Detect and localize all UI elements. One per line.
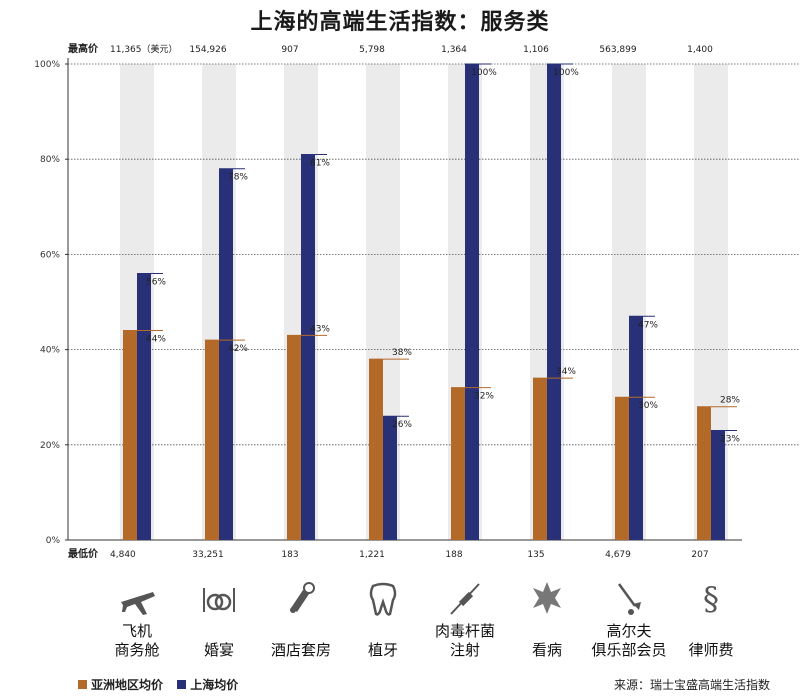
shanghai-value-label: 56%	[146, 277, 166, 287]
bar-asia	[205, 340, 219, 540]
shanghai-value-label: 78%	[228, 173, 248, 183]
y-tick-label: 60%	[40, 250, 60, 260]
bar-shanghai	[629, 316, 643, 540]
asia-value-label: 38%	[392, 348, 412, 358]
category-label: 飞机 商务舱	[114, 622, 160, 659]
asia-value-label: 44%	[146, 335, 166, 345]
legend-item-shanghai: 上海均价	[177, 676, 238, 693]
min-price-value: 4,679	[605, 550, 631, 560]
asia-value-label: 32%	[474, 392, 494, 402]
bar-asia	[451, 387, 465, 540]
section-sign-icon: §	[691, 578, 731, 618]
shanghai-value-label: 100%	[471, 68, 497, 78]
asia-value-label: 42%	[228, 344, 248, 354]
y-tick-label: 20%	[40, 441, 60, 451]
min-price-value: 33,251	[192, 550, 224, 560]
tooth-icon	[363, 578, 403, 618]
bar-shanghai	[137, 273, 151, 540]
bar-asia	[533, 378, 547, 540]
min-price-value: 135	[527, 550, 544, 560]
bar-shanghai	[219, 168, 233, 540]
wedding-rings-icon	[199, 578, 239, 618]
shanghai-value-label: 47%	[638, 320, 658, 330]
svg-text:§: §	[703, 580, 719, 618]
min-price-value: 188	[445, 550, 462, 560]
min-price-value: 1,221	[359, 550, 385, 560]
min-price-value: 183	[281, 550, 298, 560]
min-price-heading: 最低价	[68, 547, 99, 560]
max-price-value: 1,400	[687, 45, 713, 55]
asia-value-label: 30%	[638, 401, 658, 411]
shanghai-value-label: 100%	[553, 68, 579, 78]
legend-label-shanghai: 上海均价	[190, 678, 239, 692]
bar-shanghai	[547, 64, 561, 540]
legend-swatch-asia	[78, 680, 87, 689]
golf-club-icon	[609, 578, 649, 618]
bar-asia	[615, 397, 629, 540]
source-note: 来源：瑞士宝盛高端生活指数	[613, 678, 770, 692]
max-price-heading: 最高价	[68, 42, 99, 55]
syringe-icon	[445, 578, 485, 618]
asia-value-label: 28%	[720, 396, 740, 406]
legend-label-asia: 亚洲地区均价	[91, 678, 164, 692]
max-price-value: 154,926	[189, 45, 226, 55]
category-label: 律师费	[688, 641, 734, 659]
asia-value-label: 34%	[556, 367, 576, 377]
legend: 亚洲地区均价 上海均价	[78, 676, 248, 693]
hotel-bell-icon	[281, 578, 321, 618]
bar-asia	[697, 406, 711, 540]
bar-shanghai	[465, 64, 479, 540]
category-label: 婚宴	[203, 641, 234, 659]
bar-shanghai	[711, 430, 725, 540]
max-price-value: 907	[281, 45, 298, 55]
category-label: 肉毒杆菌 注射	[434, 622, 495, 659]
y-tick-label: 80%	[40, 155, 60, 165]
bar-asia	[123, 330, 137, 540]
min-price-value: 4,840	[110, 550, 136, 560]
max-price-value: 563,899	[599, 45, 636, 55]
medical-star-icon	[527, 578, 567, 618]
bar-asia	[287, 335, 301, 540]
y-tick-label: 0%	[46, 536, 61, 546]
bar-asia	[369, 359, 383, 540]
y-tick-label: 100%	[34, 60, 60, 70]
legend-item-asia: 亚洲地区均价	[78, 676, 163, 693]
shanghai-value-label: 81%	[310, 158, 330, 168]
bar-shanghai	[383, 416, 397, 540]
chart-title: 上海的高端生活指数：服务类	[250, 10, 550, 35]
y-tick-label: 40%	[40, 346, 60, 356]
category-label: 酒店套房	[270, 641, 331, 659]
asia-value-label: 43%	[310, 324, 330, 334]
max-price-value: 1,364	[441, 45, 467, 55]
max-price-value: 1,106	[523, 45, 549, 55]
max-price-value: 5,798	[359, 45, 385, 55]
bar-shanghai	[301, 154, 315, 540]
max-price-value: 11,365（美元）	[110, 43, 178, 55]
min-price-value: 207	[691, 550, 708, 560]
legend-swatch-shanghai	[177, 680, 187, 689]
category-label: 植牙	[367, 641, 398, 659]
category-label: 高尔夫 俱乐部会员	[591, 622, 667, 659]
shanghai-value-label: 23%	[720, 435, 740, 445]
category-label: 看病	[531, 641, 562, 659]
airplane-icon	[117, 578, 157, 618]
shanghai-value-label: 26%	[392, 420, 412, 430]
